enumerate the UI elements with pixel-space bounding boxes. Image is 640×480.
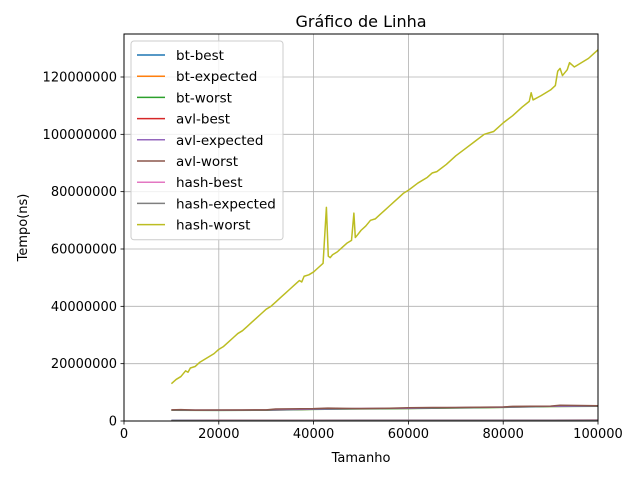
legend-entry: hash-best: [176, 175, 243, 191]
y-tick-label: 80000000: [51, 185, 117, 200]
x-axis-label: Tamanho: [331, 451, 391, 466]
x-tick-label: 40000: [293, 427, 334, 442]
x-tick-label: 60000: [388, 427, 429, 442]
series-line-hash-worst: [170, 49, 599, 385]
y-tick-label: 60000000: [51, 243, 117, 258]
axis-ticks: 0 20000 40000 60000 80000 100000 0 20000000 4000…: [43, 71, 623, 443]
chart-title: Gráfico de Linha: [295, 12, 426, 31]
x-tick-label: 100000: [573, 427, 623, 442]
legend-entry: bt-worst: [176, 90, 232, 106]
y-axis-label: Tempo(ns): [16, 194, 31, 263]
y-tick-label: 40000000: [51, 300, 117, 315]
legend-entry: avl-best: [176, 112, 230, 128]
x-tick-label: 0: [120, 427, 128, 442]
y-tick-label: 20000000: [51, 357, 117, 372]
legend-entry: bt-best: [176, 48, 224, 64]
series-line-avl-worst: [171, 404, 599, 411]
y-tick-label: 0: [109, 415, 117, 430]
legend-entry: avl-worst: [176, 154, 238, 170]
x-tick-label: 20000: [198, 427, 239, 442]
legend-entry: hash-worst: [176, 218, 250, 234]
legend-entry: avl-expected: [176, 133, 263, 149]
y-tick-label: 120000000: [43, 71, 117, 86]
legend-entry: bt-expected: [176, 69, 257, 85]
legend-box: [130, 40, 284, 241]
legend: bt-best bt-expected bt-worst avl-best avl-ex…: [130, 40, 284, 241]
plot-frame: [123, 33, 599, 422]
y-tick-label: 100000000: [43, 128, 117, 143]
legend-entry: hash-expected: [176, 196, 276, 212]
x-tick-label: 80000: [483, 427, 524, 442]
